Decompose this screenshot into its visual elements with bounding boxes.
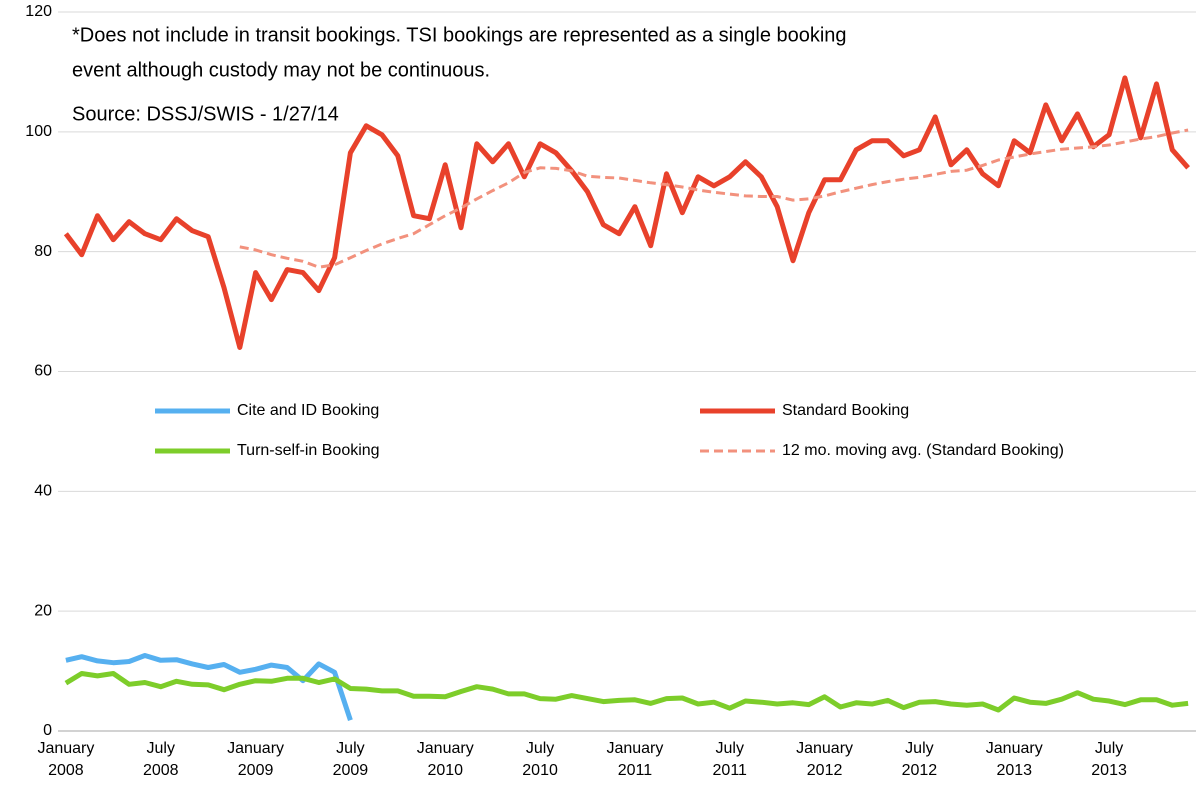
x-tick-label: July 2013	[1091, 740, 1127, 779]
x-tick-label: January 2013	[986, 740, 1043, 779]
series-line	[63, 75, 1190, 350]
x-tick-label: January 2010	[417, 740, 474, 779]
y-tick-label: 100	[25, 123, 52, 140]
x-tick-label: January 2008	[37, 740, 94, 779]
y-tick-label: 120	[25, 3, 52, 20]
x-tick-label: July 2011	[713, 740, 748, 779]
legend-label: 12 mo. moving avg. (Standard Booking)	[782, 442, 1064, 459]
legend-label: Standard Booking	[782, 402, 909, 419]
legend-label: Cite and ID Booking	[237, 402, 379, 419]
y-tick-label: 40	[34, 483, 52, 500]
annotation: *Does not include in transit bookings. T…	[72, 24, 847, 46]
x-tick-label: January 2011	[606, 740, 663, 779]
series-line	[64, 671, 1189, 713]
x-tick-label: January 2012	[796, 740, 853, 779]
series-line	[65, 653, 353, 721]
y-tick-label: 60	[34, 363, 52, 380]
x-tick-label: July 2008	[143, 740, 179, 779]
annotation: event although custody may not be contin…	[72, 59, 490, 81]
y-tick-label: 0	[43, 722, 52, 739]
x-tick-label: January 2009	[227, 740, 284, 779]
annotation: Source: DSSJ/SWIS - 1/27/14	[72, 103, 339, 125]
x-tick-label: July 2010	[522, 740, 558, 779]
x-tick-label: July 2009	[333, 740, 369, 779]
series-line	[239, 128, 1189, 269]
x-tick-label: July 2012	[902, 740, 938, 779]
legend-label: Turn-self-in Booking	[237, 442, 380, 459]
y-tick-label: 20	[34, 602, 52, 619]
y-tick-label: 80	[34, 243, 52, 260]
